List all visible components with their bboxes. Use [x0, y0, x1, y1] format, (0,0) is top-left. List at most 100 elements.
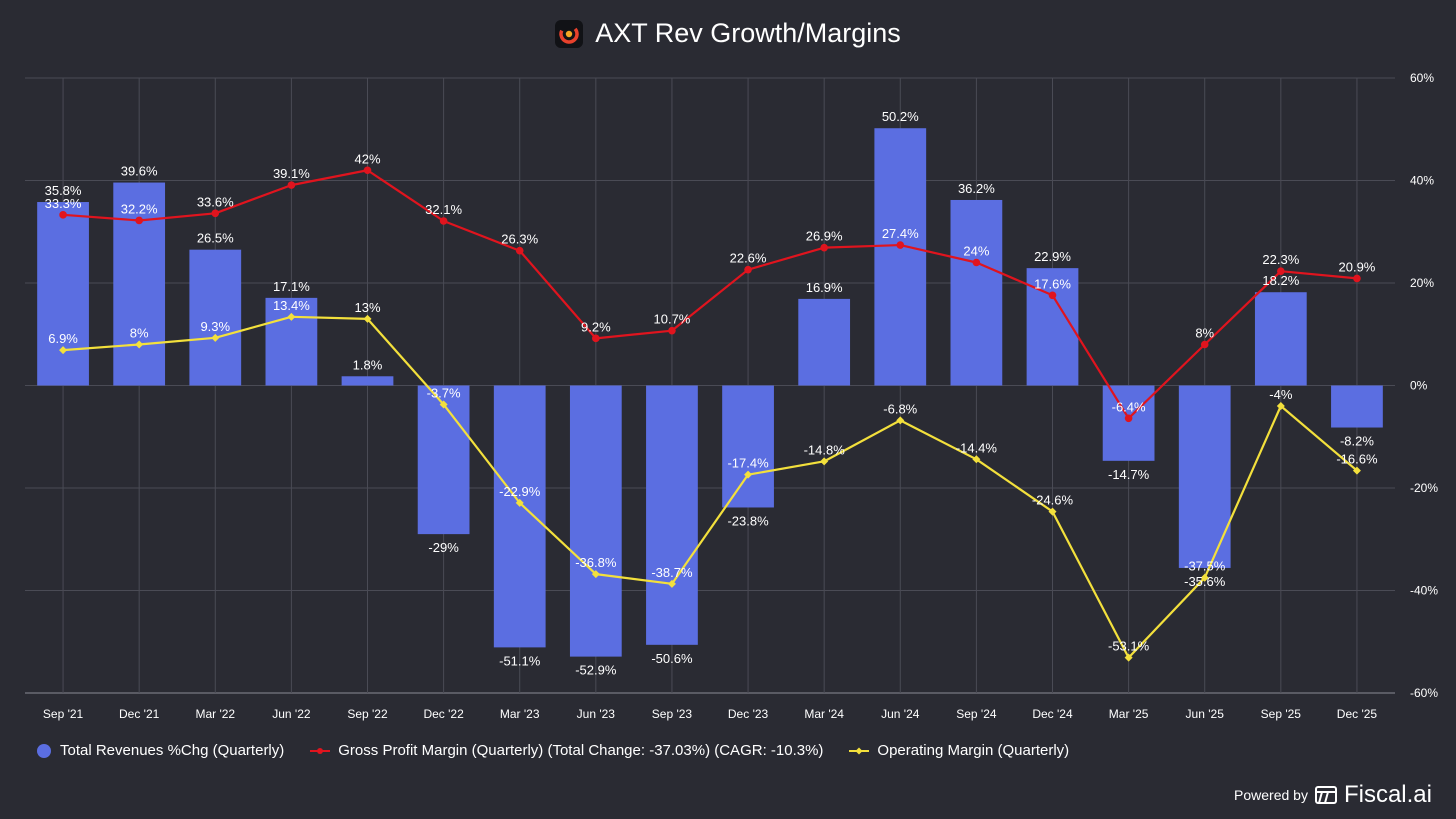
brand-name: Fiscal.ai [1343, 781, 1432, 808]
operating-margin-point[interactable] [363, 314, 372, 323]
revenue-bar[interactable] [1102, 385, 1155, 461]
operating-margin-data-label: 8% [130, 326, 149, 341]
revenue-bar[interactable] [722, 385, 774, 508]
revenue-data-label: 26.5% [197, 231, 234, 246]
operating-margin-data-label: -22.9% [499, 484, 541, 499]
revenue-bar[interactable] [1331, 385, 1383, 428]
revenue-data-label: 35.8% [45, 183, 82, 198]
gross-margin-point[interactable] [439, 217, 448, 225]
revenue-bar[interactable] [341, 376, 394, 386]
gross-margin-data-label: 33.3% [45, 196, 82, 211]
operating-margin-point[interactable] [135, 340, 144, 349]
revenue-bar[interactable] [874, 128, 927, 386]
operating-margin-point[interactable] [591, 570, 600, 579]
gross-margin-point[interactable] [972, 258, 981, 267]
revenue-bar[interactable] [1178, 385, 1231, 568]
operating-margin-point[interactable] [744, 470, 753, 479]
operating-margin-point[interactable] [896, 416, 905, 425]
operating-margin-point[interactable] [439, 400, 448, 409]
y-tick-label: 60% [1410, 71, 1434, 85]
operating-margin-point[interactable] [972, 455, 981, 464]
revenue-bar[interactable] [646, 385, 698, 645]
revenue-data-label: -51.1% [499, 653, 541, 668]
gross-margin-point[interactable] [135, 216, 143, 225]
revenue-bar[interactable] [493, 385, 546, 648]
revenue-bar[interactable] [798, 298, 851, 386]
gross-margin-data-label: 24% [963, 244, 989, 259]
x-tick-label: Dec '24 [1032, 707, 1073, 721]
fiscal-logo-icon [1314, 786, 1337, 804]
gross-margin-line [62, 169, 1358, 420]
revenue-data-label: 18.2% [1262, 273, 1299, 288]
gross-margin-point[interactable] [1200, 340, 1209, 349]
gross-margin-point[interactable] [744, 265, 752, 274]
revenue-bar[interactable] [113, 182, 166, 386]
gross-margin-point[interactable] [896, 241, 905, 249]
gross-margin-data-label: 9.2% [581, 319, 611, 334]
operating-margin-point[interactable] [1200, 573, 1209, 582]
gross-margin-data-label: -6.4% [1112, 399, 1146, 414]
operating-margin-data-label: -53.1% [1108, 639, 1150, 654]
operating-margin-point[interactable] [1276, 402, 1285, 410]
operating-margin-point[interactable] [1124, 653, 1133, 662]
gross-margin-point[interactable] [59, 211, 67, 219]
x-tick-label: Sep '25 [1261, 707, 1302, 721]
operating-margin-point[interactable] [1352, 466, 1361, 475]
powered-by-text: Powered by [1234, 787, 1308, 803]
gross-margin-data-label: 22.3% [1262, 252, 1299, 267]
bar-layer [37, 128, 1383, 657]
chart-title: AXT Rev Growth/Margins [595, 18, 901, 48]
operating-margin-point[interactable] [59, 346, 68, 355]
x-tick-label: Jun '25 [1186, 707, 1225, 721]
gross-margin-point[interactable] [592, 334, 600, 343]
operating-margin-data-label: -3.7% [427, 385, 461, 400]
gross-margin-point[interactable] [515, 246, 524, 255]
x-tick-label: Sep '21 [43, 707, 84, 721]
revenue-bar[interactable] [265, 297, 318, 386]
operating-margin-line [62, 315, 1358, 659]
revenue-bar[interactable] [1254, 292, 1307, 386]
revenue-bar[interactable] [37, 202, 89, 386]
gross-margin-point[interactable] [287, 181, 296, 189]
gross-margin-data-label: 39.1% [273, 166, 310, 181]
revenue-bar[interactable] [189, 249, 242, 386]
y-tick-label: -20% [1410, 481, 1438, 495]
revenue-data-label: -35.6% [1184, 574, 1226, 589]
gross-margin-data-label: 20.9% [1339, 259, 1376, 274]
gross-margin-point[interactable] [363, 166, 372, 175]
operating-margin-point[interactable] [820, 457, 829, 466]
gross-margin-point[interactable] [211, 209, 220, 218]
legend-item-operating-margin[interactable]: Operating Margin (Quarterly) [849, 742, 1069, 759]
operating-margin-data-label: 13% [354, 300, 380, 315]
x-tick-label: Mar '23 [500, 707, 540, 721]
revenue-bar[interactable] [950, 199, 1003, 386]
gross-margin-data-label: 8% [1195, 326, 1214, 341]
gross-margin-point[interactable] [1048, 291, 1057, 300]
gross-margin-point[interactable] [1277, 267, 1285, 276]
gross-margin-point[interactable] [1124, 414, 1133, 423]
x-tick-label: Jun '24 [881, 707, 920, 721]
operating-margin-data-label: -4% [1269, 387, 1293, 402]
revenue-bar[interactable] [569, 385, 622, 657]
revenue-data-label: 39.6% [121, 164, 158, 179]
legend-item-revenue[interactable]: Total Revenues %Chg (Quarterly) [36, 742, 284, 759]
revenue-data-label: -52.9% [575, 663, 617, 678]
gross-margin-point[interactable] [820, 243, 828, 252]
gross-margin-point[interactable] [668, 326, 676, 335]
operating-margin-data-label: -14.4% [956, 440, 998, 455]
y-tick-label: 40% [1410, 174, 1434, 188]
operating-margin-point[interactable] [287, 312, 296, 321]
y-tick-label: 0% [1410, 379, 1428, 393]
revenue-data-label: 17.1% [273, 279, 310, 294]
operating-margin-point[interactable] [1048, 507, 1057, 516]
operating-margin-data-label: -16.6% [1336, 452, 1378, 467]
legend-item-gross-margin[interactable]: Gross Profit Margin (Quarterly) (Total C… [310, 742, 823, 759]
revenue-bar[interactable] [417, 385, 470, 535]
operating-margin-point[interactable] [211, 333, 220, 342]
gross-margin-point[interactable] [1353, 274, 1361, 283]
operating-margin-point[interactable] [667, 579, 676, 588]
x-tick-label: Sep '23 [652, 707, 693, 721]
chart-title-block: AXT Rev Growth/Margins [0, 18, 1456, 49]
operating-margin-point[interactable] [515, 498, 524, 507]
revenue-data-label: -14.7% [1108, 467, 1150, 482]
